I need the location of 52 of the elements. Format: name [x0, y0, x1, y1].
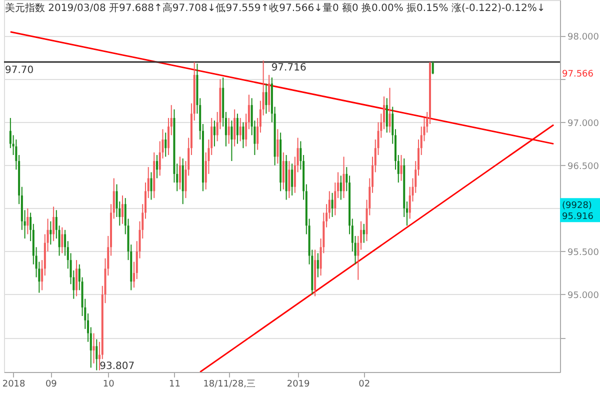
candlestick	[26, 208, 29, 235]
candlestick	[342, 156, 345, 199]
candlestick	[265, 83, 268, 114]
candlestick	[230, 120, 233, 162]
y-tick-label: 96.500	[568, 162, 600, 172]
y-tick-label: 97.000	[568, 118, 600, 129]
candlestick	[150, 172, 152, 200]
y-tick-label: 95.500	[568, 248, 600, 258]
x-tick-label: 09	[45, 380, 58, 390]
candlestick	[122, 194, 124, 224]
candlestick	[268, 74, 270, 112]
candlestick	[282, 152, 284, 190]
candlestick	[331, 192, 334, 218]
x-tick-label: 2018	[2, 380, 26, 390]
x-tick-label: 2019	[286, 380, 310, 390]
candlestick	[239, 117, 242, 142]
x-tick-label: 18/11/28,三	[203, 380, 256, 390]
candlestick	[164, 132, 167, 158]
chart-title: 美元指数 2019/03/08 开97.688↑高97.708↓低97.559↑收97.566↓量0 额0 换0.00% 振0.15% 涨(-0.122)-0.12%↓	[5, 2, 546, 14]
candlestick	[234, 108, 236, 147]
candlestick	[76, 260, 78, 297]
x-tick-label: 11	[169, 380, 180, 390]
annotation: 93.807	[100, 361, 135, 372]
candlestick	[236, 113, 238, 144]
ref-line-label: 97.70	[5, 65, 34, 76]
x-tick-label: 02	[358, 380, 370, 390]
candlestick	[213, 120, 216, 147]
candlestick	[96, 338, 98, 371]
candlestick	[61, 226, 64, 254]
candlestick	[52, 206, 55, 242]
candlestick	[386, 98, 388, 134]
text: 97.566	[562, 70, 594, 80]
text: (9928) 95.916	[562, 201, 594, 222]
candlestick	[400, 154, 402, 182]
candlestick	[291, 163, 294, 196]
y-tick-label: 95.000	[568, 291, 600, 301]
candlestick	[362, 223, 365, 244]
candlestick	[288, 160, 290, 199]
candlestick	[242, 122, 244, 149]
candlestick	[316, 252, 319, 278]
candlestick	[340, 175, 342, 200]
candlestick	[432, 60, 434, 75]
candlestick	[50, 220, 52, 246]
candlestick	[92, 332, 95, 364]
candlestick	[178, 156, 181, 190]
x-tick-label: 10	[102, 380, 115, 390]
candlestick	[388, 87, 391, 134]
candlestick	[228, 117, 230, 144]
candlestick	[276, 128, 279, 164]
annotation: 97.716	[271, 62, 306, 74]
candlestick	[156, 154, 158, 179]
y-tick-label: 98.000	[568, 32, 600, 43]
